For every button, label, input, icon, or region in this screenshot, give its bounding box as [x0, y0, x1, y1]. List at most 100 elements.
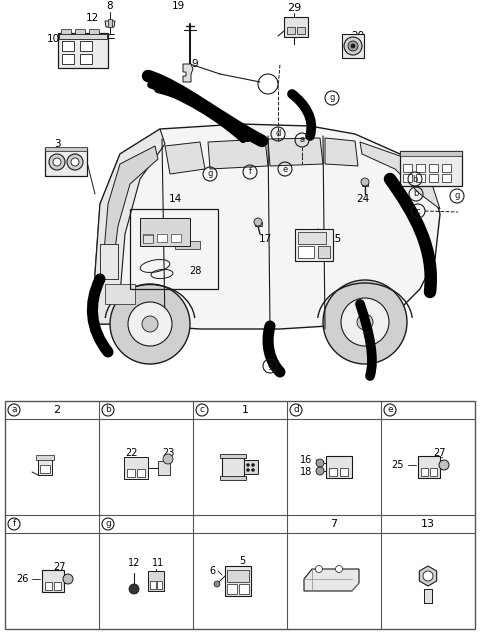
Polygon shape [325, 138, 358, 166]
Text: 3: 3 [54, 139, 60, 149]
Bar [171, 234, 181, 242]
Bar [429, 164, 438, 172]
Text: 6: 6 [209, 566, 215, 576]
Bar [297, 27, 305, 34]
Bar [416, 174, 425, 182]
Bar [400, 151, 462, 186]
Bar [59, 34, 107, 39]
Bar [295, 229, 333, 261]
Bar [54, 582, 61, 590]
Bar [416, 164, 425, 172]
Circle shape [129, 584, 139, 594]
Text: 7: 7 [330, 519, 337, 529]
Bar [424, 589, 432, 603]
Text: a: a [300, 136, 305, 145]
Bar [287, 27, 295, 34]
Bar [175, 241, 200, 249]
Text: g: g [105, 519, 111, 529]
Bar [429, 174, 438, 182]
Circle shape [142, 316, 158, 332]
Text: 20: 20 [351, 31, 365, 41]
Text: f: f [249, 167, 252, 176]
Bar [148, 571, 164, 591]
Bar [403, 164, 412, 172]
Circle shape [316, 459, 324, 467]
Bar [143, 235, 153, 243]
Text: g: g [207, 169, 213, 179]
Bar [298, 246, 314, 258]
Text: f: f [12, 519, 16, 529]
Bar [100, 244, 118, 279]
Text: e: e [282, 164, 288, 174]
Bar [220, 454, 246, 458]
Polygon shape [360, 142, 440, 209]
Bar [222, 457, 244, 477]
Text: 12: 12 [128, 558, 140, 568]
Polygon shape [103, 146, 158, 274]
Bar [284, 17, 308, 37]
Bar [42, 570, 64, 592]
Circle shape [315, 566, 323, 573]
Bar [400, 151, 462, 156]
Bar [326, 456, 352, 478]
Bar [227, 570, 249, 582]
Circle shape [214, 581, 220, 587]
Bar [244, 460, 258, 474]
Text: 18: 18 [300, 467, 312, 477]
Polygon shape [95, 124, 440, 329]
Circle shape [316, 467, 324, 475]
Text: 8: 8 [107, 1, 113, 11]
Text: 27: 27 [54, 562, 66, 572]
Text: 22: 22 [126, 448, 138, 458]
Text: b: b [413, 190, 419, 198]
Bar [150, 581, 156, 589]
Bar [157, 234, 167, 242]
Circle shape [361, 178, 369, 186]
Text: 5: 5 [239, 556, 245, 566]
Circle shape [128, 302, 172, 346]
Circle shape [110, 284, 190, 364]
Text: 4: 4 [70, 153, 76, 163]
Text: 9: 9 [192, 59, 198, 69]
Text: 13: 13 [421, 519, 435, 529]
Polygon shape [268, 138, 323, 166]
Bar [5, 401, 475, 629]
Circle shape [254, 218, 262, 226]
Bar [108, 19, 112, 27]
Bar [340, 468, 348, 476]
Bar [220, 476, 246, 480]
Bar [298, 232, 326, 244]
Bar [158, 461, 170, 475]
Bar [80, 41, 92, 51]
Text: 1: 1 [241, 405, 249, 415]
Text: a: a [11, 406, 17, 415]
Text: 11: 11 [152, 558, 164, 568]
Text: 25: 25 [392, 460, 404, 470]
Bar [442, 164, 451, 172]
Bar [45, 148, 87, 176]
Circle shape [423, 571, 433, 581]
Circle shape [67, 154, 83, 170]
Bar [124, 457, 148, 479]
Text: 14: 14 [168, 194, 181, 204]
Circle shape [247, 463, 250, 467]
Bar [430, 468, 437, 476]
Text: 19: 19 [171, 1, 185, 11]
Polygon shape [95, 129, 165, 324]
Text: 12: 12 [85, 13, 98, 23]
Text: b: b [105, 406, 111, 415]
Text: c: c [200, 406, 204, 415]
Bar [143, 234, 153, 242]
Text: 16: 16 [300, 455, 312, 465]
Text: 26: 26 [16, 574, 28, 584]
Bar [40, 465, 50, 473]
Text: 27: 27 [434, 448, 446, 458]
Bar [157, 581, 162, 589]
Circle shape [344, 37, 362, 55]
Bar [140, 218, 190, 246]
Circle shape [357, 314, 373, 330]
Text: 2: 2 [53, 405, 60, 415]
Circle shape [163, 454, 173, 464]
Circle shape [351, 44, 355, 48]
Text: c: c [416, 207, 420, 216]
